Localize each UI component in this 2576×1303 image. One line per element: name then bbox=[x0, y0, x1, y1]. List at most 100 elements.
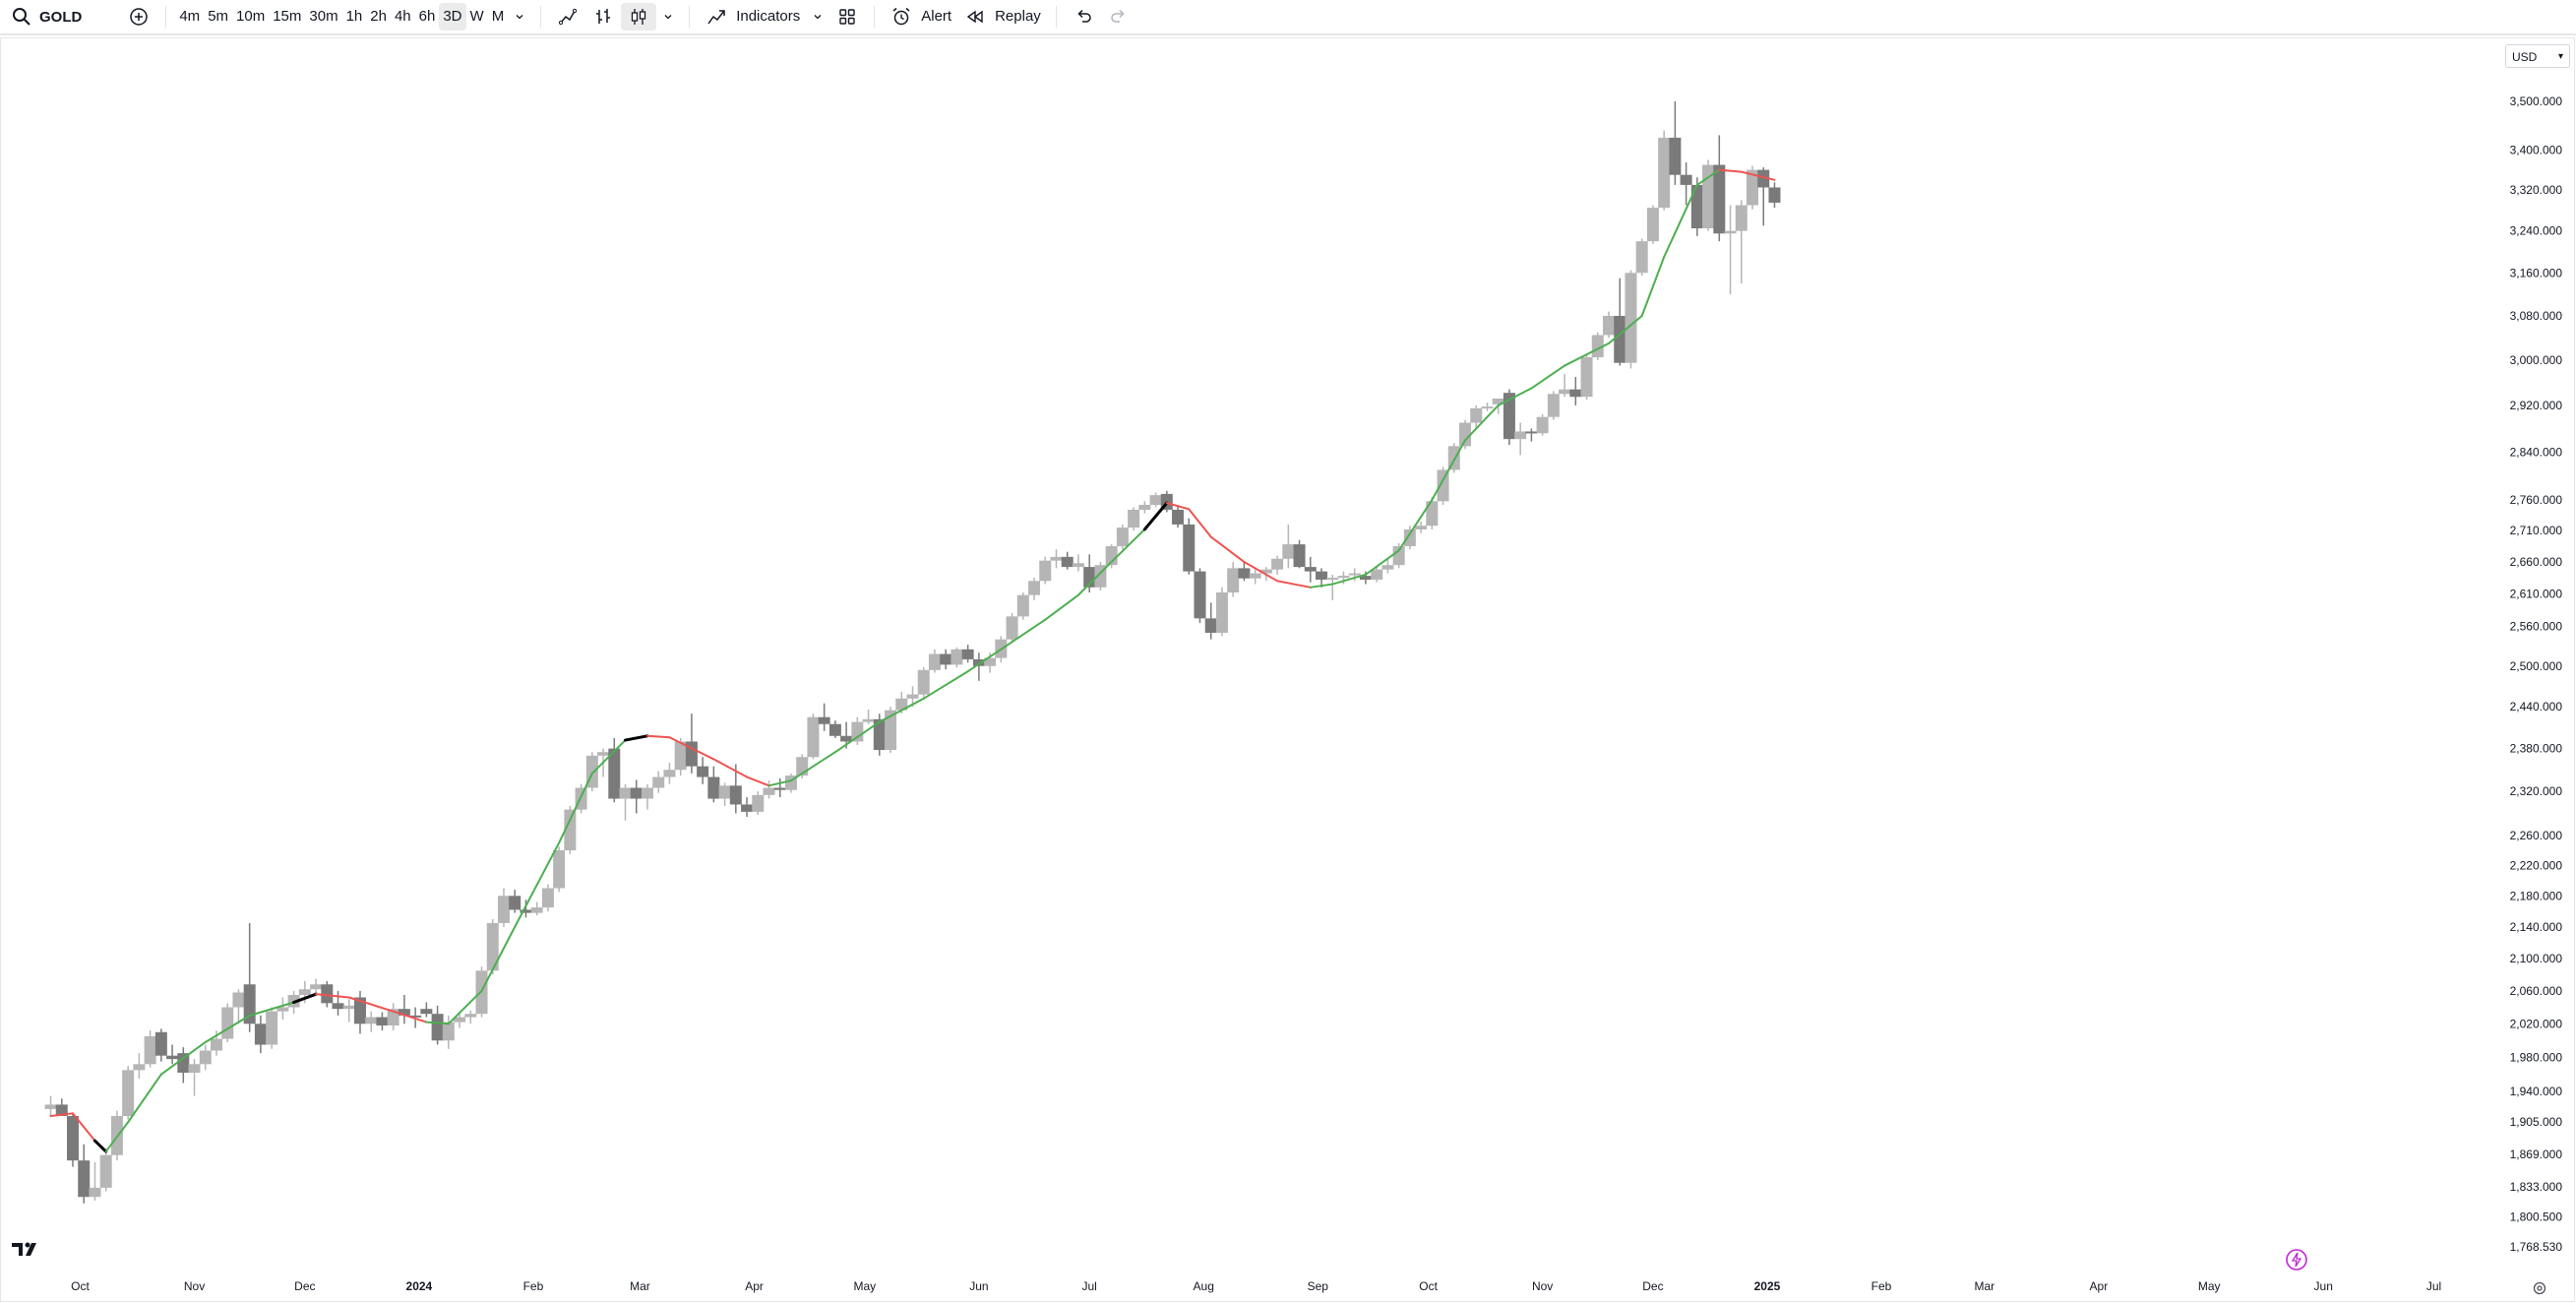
candle[interactable] bbox=[807, 716, 820, 758]
candle[interactable] bbox=[99, 1154, 112, 1188]
candle[interactable] bbox=[1116, 527, 1129, 547]
candle[interactable] bbox=[1194, 571, 1206, 619]
candle[interactable] bbox=[1690, 184, 1703, 228]
candle[interactable] bbox=[1006, 616, 1018, 640]
candle[interactable] bbox=[972, 658, 985, 666]
candle[interactable] bbox=[1138, 504, 1151, 510]
alert-button[interactable]: Alert bbox=[884, 3, 957, 31]
candle[interactable] bbox=[1238, 568, 1251, 579]
candle[interactable] bbox=[1614, 315, 1626, 363]
candle[interactable] bbox=[752, 794, 765, 812]
candle[interactable] bbox=[509, 896, 521, 910]
candle[interactable] bbox=[1282, 544, 1295, 559]
candle[interactable] bbox=[1050, 556, 1063, 561]
candle[interactable] bbox=[1215, 592, 1228, 633]
candle[interactable] bbox=[310, 984, 323, 990]
candle[interactable] bbox=[697, 766, 709, 777]
lightning-icon[interactable] bbox=[2285, 1248, 2308, 1272]
candle[interactable] bbox=[332, 1003, 344, 1010]
candle[interactable] bbox=[652, 776, 665, 788]
candle[interactable] bbox=[122, 1070, 135, 1116]
candle[interactable] bbox=[564, 809, 577, 851]
compare-symbol-button[interactable] bbox=[121, 3, 156, 31]
candle[interactable] bbox=[828, 723, 841, 736]
candle[interactable] bbox=[1227, 568, 1240, 593]
candle[interactable] bbox=[1702, 164, 1715, 228]
candle[interactable] bbox=[1128, 509, 1140, 528]
candle[interactable] bbox=[133, 1064, 146, 1071]
candle[interactable] bbox=[1271, 558, 1284, 570]
candle[interactable] bbox=[1172, 509, 1185, 525]
chart-pane[interactable]: 3,500.000 3,400.000 3,320.000 3,240.000 3,16… bbox=[0, 37, 2576, 1303]
candle[interactable] bbox=[1293, 544, 1306, 568]
candle[interactable] bbox=[1061, 556, 1073, 568]
candle[interactable] bbox=[78, 1160, 91, 1198]
interval-6h-button[interactable]: 6h bbox=[418, 8, 436, 25]
candle[interactable] bbox=[409, 1015, 422, 1018]
candle[interactable] bbox=[729, 785, 742, 805]
currency-selector[interactable]: USD ▾ bbox=[2505, 44, 2570, 68]
candle[interactable] bbox=[520, 909, 532, 913]
candle[interactable] bbox=[144, 1036, 156, 1065]
candle[interactable] bbox=[276, 1007, 289, 1012]
candle[interactable] bbox=[342, 1005, 355, 1010]
candle[interactable] bbox=[486, 922, 499, 971]
candle[interactable] bbox=[917, 669, 930, 695]
candle[interactable] bbox=[619, 787, 632, 799]
candle[interactable] bbox=[266, 1011, 278, 1045]
candle[interactable] bbox=[1713, 164, 1726, 234]
candle[interactable] bbox=[254, 1024, 267, 1045]
candle[interactable] bbox=[199, 1050, 212, 1065]
indicators-dropdown-button[interactable] bbox=[806, 3, 829, 31]
candle[interactable] bbox=[1204, 618, 1217, 633]
candle[interactable] bbox=[1381, 565, 1394, 570]
candle[interactable] bbox=[1580, 357, 1593, 398]
candle[interactable] bbox=[1559, 389, 1571, 395]
tradingview-logo[interactable] bbox=[12, 1240, 47, 1260]
candle[interactable] bbox=[873, 718, 886, 751]
candle[interactable] bbox=[1747, 169, 1758, 206]
drawing-tool-button[interactable] bbox=[550, 3, 585, 31]
candle[interactable] bbox=[1470, 407, 1483, 423]
candle[interactable] bbox=[464, 1014, 477, 1018]
candle[interactable] bbox=[442, 1022, 455, 1041]
interval-dropdown-button[interactable] bbox=[508, 3, 531, 31]
candle[interactable] bbox=[1403, 528, 1416, 547]
candle[interactable] bbox=[177, 1053, 190, 1073]
candle[interactable] bbox=[210, 1038, 222, 1051]
candle[interactable] bbox=[895, 698, 908, 711]
candle[interactable] bbox=[1536, 416, 1549, 434]
candle[interactable] bbox=[984, 657, 997, 666]
interval-5m-button[interactable]: 5m bbox=[208, 8, 229, 25]
candle[interactable] bbox=[906, 694, 919, 699]
candle[interactable] bbox=[232, 992, 245, 1008]
candle[interactable] bbox=[1503, 393, 1515, 440]
interval-2h-button[interactable]: 2h bbox=[370, 8, 387, 25]
candle[interactable] bbox=[1658, 137, 1671, 209]
candle[interactable] bbox=[663, 770, 676, 777]
candle[interactable] bbox=[1492, 398, 1504, 404]
candle[interactable] bbox=[376, 1017, 389, 1025]
candle[interactable] bbox=[1547, 394, 1560, 417]
candle[interactable] bbox=[840, 735, 853, 742]
candle[interactable] bbox=[1039, 560, 1052, 582]
candle[interactable] bbox=[365, 1017, 378, 1024]
candle[interactable] bbox=[154, 1031, 167, 1056]
candle[interactable] bbox=[398, 1009, 410, 1016]
candle[interactable] bbox=[1514, 431, 1527, 440]
candle[interactable] bbox=[541, 888, 554, 908]
candle[interactable] bbox=[1603, 315, 1616, 336]
candle[interactable] bbox=[1525, 431, 1538, 434]
candle[interactable] bbox=[1757, 169, 1770, 188]
candle[interactable] bbox=[298, 989, 311, 996]
interval-4m-button[interactable]: 4m bbox=[179, 8, 201, 25]
candle[interactable] bbox=[431, 1014, 444, 1041]
templates-button[interactable] bbox=[829, 3, 865, 31]
candle[interactable] bbox=[454, 1017, 466, 1023]
candle[interactable] bbox=[1437, 469, 1449, 502]
candle[interactable] bbox=[951, 649, 963, 665]
undo-button[interactable] bbox=[1066, 3, 1101, 31]
candle[interactable] bbox=[928, 653, 941, 670]
interval-4h-button[interactable]: 4h bbox=[394, 8, 411, 25]
candle[interactable] bbox=[630, 787, 643, 799]
